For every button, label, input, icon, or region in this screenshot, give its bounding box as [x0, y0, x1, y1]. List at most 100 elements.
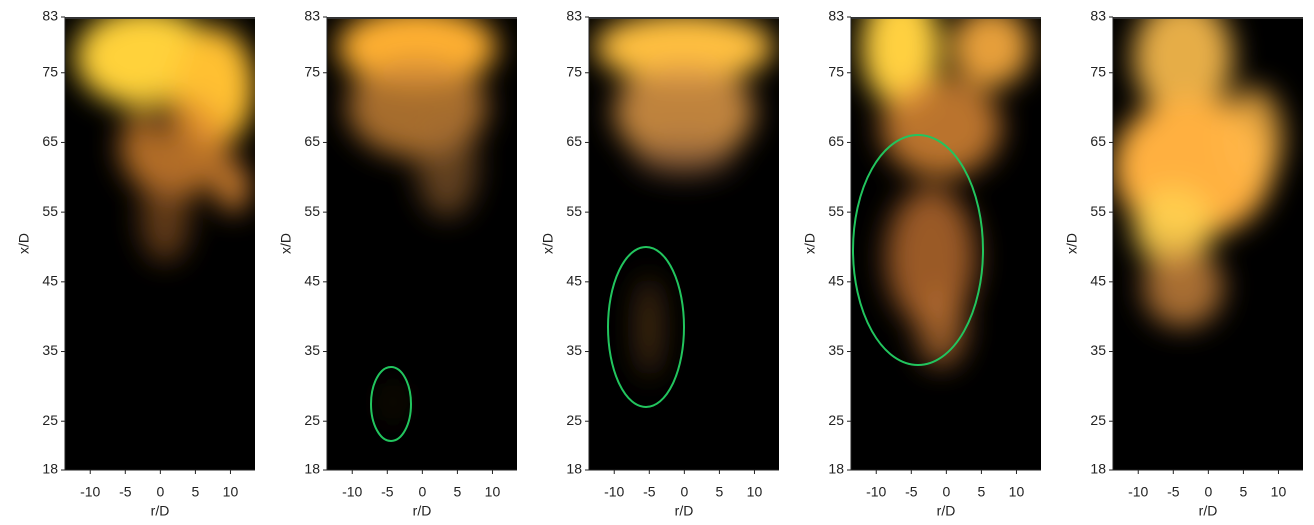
top-edge: [589, 17, 779, 19]
y-axis-label: x/D: [278, 233, 294, 254]
x-tick-label: 0: [680, 484, 688, 500]
y-tick-label: 75: [304, 63, 320, 79]
top-edge: [851, 17, 1041, 19]
x-tick-label: 0: [156, 484, 164, 500]
flame-blob: [1223, 87, 1283, 187]
y-tick-label: 83: [1090, 8, 1106, 24]
flame-blob: [886, 187, 976, 327]
x-tick-label: 5: [192, 484, 200, 500]
y-tick-label: 35: [42, 342, 58, 358]
flame-image: [327, 17, 517, 442]
flame-image: [1113, 17, 1303, 327]
flame-blob: [951, 17, 1031, 87]
x-tick-label: -10: [342, 484, 362, 500]
flame-blob: [881, 77, 1001, 177]
flame-blob: [1143, 247, 1223, 327]
y-tick-label: 25: [566, 412, 582, 428]
x-tick-label: -10: [866, 484, 886, 500]
x-axis-label: r/D: [413, 503, 432, 519]
y-tick-label: 55: [828, 203, 844, 219]
y-axis-label: x/D: [802, 233, 818, 254]
y-tick-label: 55: [566, 203, 582, 219]
flame-blob: [217, 162, 249, 212]
x-axis-label: r/D: [675, 503, 694, 519]
flame: [1113, 17, 1283, 327]
top-edge: [327, 17, 517, 19]
y-tick-label: 45: [828, 273, 844, 289]
y-tick-label: 18: [1090, 461, 1106, 477]
y-tick-label: 65: [828, 133, 844, 149]
y-tick-label: 83: [566, 8, 582, 24]
flame-blob: [1133, 187, 1213, 267]
y-axis-label: x/D: [1064, 233, 1080, 254]
y-tick-label: 35: [828, 342, 844, 358]
x-tick-label: -5: [905, 484, 918, 500]
flame-blob: [594, 17, 774, 82]
top-edge: [1113, 17, 1303, 19]
x-tick-label: -5: [643, 484, 656, 500]
x-tick-label: -5: [1167, 484, 1180, 500]
y-tick-label: 55: [304, 203, 320, 219]
y-tick-label: 83: [828, 8, 844, 24]
y-axis-label: x/D: [16, 233, 32, 254]
y-tick-label: 18: [42, 461, 58, 477]
x-tick-label: 5: [978, 484, 986, 500]
y-tick-label: 75: [42, 63, 58, 79]
flame-blob: [634, 137, 734, 177]
x-axis-label: r/D: [151, 503, 170, 519]
flame-blob: [637, 277, 661, 377]
y-tick-label: 18: [304, 461, 320, 477]
y-tick-label: 35: [304, 342, 320, 358]
y-tick-label: 25: [1090, 412, 1106, 428]
y-tick-label: 25: [304, 412, 320, 428]
y-tick-label: 75: [828, 63, 844, 79]
flame-blob: [417, 117, 477, 217]
y-tick-label: 18: [828, 461, 844, 477]
x-tick-label: 5: [716, 484, 724, 500]
y-tick-label: 45: [42, 273, 58, 289]
x-tick-label: 5: [1240, 484, 1248, 500]
x-tick-label: 5: [454, 484, 462, 500]
flame-blob: [916, 287, 966, 367]
y-tick-label: 65: [566, 133, 582, 149]
y-axis-label: x/D: [540, 233, 556, 254]
flame-blob: [387, 382, 399, 422]
x-tick-label: 10: [485, 484, 501, 500]
flame-blob: [140, 95, 180, 139]
panel: 18 25 35 45 55 65 75 83 -10 -5 0 5 10 r/D x/D: [278, 8, 517, 519]
flame-blob: [1133, 17, 1233, 117]
y-tick-label: 18: [566, 461, 582, 477]
y-tick-label: 55: [42, 203, 58, 219]
x-axis-label: r/D: [937, 503, 956, 519]
flame: [594, 17, 774, 377]
y-tick-label: 75: [1090, 63, 1106, 79]
x-tick-label: -10: [1128, 484, 1148, 500]
flame: [75, 17, 255, 262]
x-tick-label: 0: [418, 484, 426, 500]
y-tick-label: 25: [828, 412, 844, 428]
x-axis-label: r/D: [1199, 503, 1218, 519]
x-tick-label: -10: [80, 484, 100, 500]
x-tick-label: 10: [1009, 484, 1025, 500]
flame-blob: [140, 172, 190, 262]
y-tick-label: 55: [1090, 203, 1106, 219]
panel: 18 25 35 45 55 65 75 83 -10 -5 0 5 10 r/D x/D: [540, 8, 779, 519]
y-tick-label: 35: [566, 342, 582, 358]
y-tick-label: 65: [42, 133, 58, 149]
panel: 18 25 35 45 55 65 75 83 -10 -5 0 5 10 r/D x/D: [1064, 8, 1303, 519]
x-tick-label: 10: [747, 484, 763, 500]
x-tick-label: -10: [604, 484, 624, 500]
y-tick-label: 45: [566, 273, 582, 289]
flame: [337, 17, 497, 422]
top-edge: [65, 17, 255, 19]
flame-image: [851, 17, 1041, 367]
x-tick-label: -5: [119, 484, 132, 500]
y-tick-label: 83: [304, 8, 320, 24]
y-tick-label: 83: [42, 8, 58, 24]
x-tick-label: 0: [942, 484, 950, 500]
y-tick-label: 25: [42, 412, 58, 428]
x-tick-label: 10: [1271, 484, 1287, 500]
y-tick-label: 35: [1090, 342, 1106, 358]
x-tick-label: -5: [381, 484, 394, 500]
